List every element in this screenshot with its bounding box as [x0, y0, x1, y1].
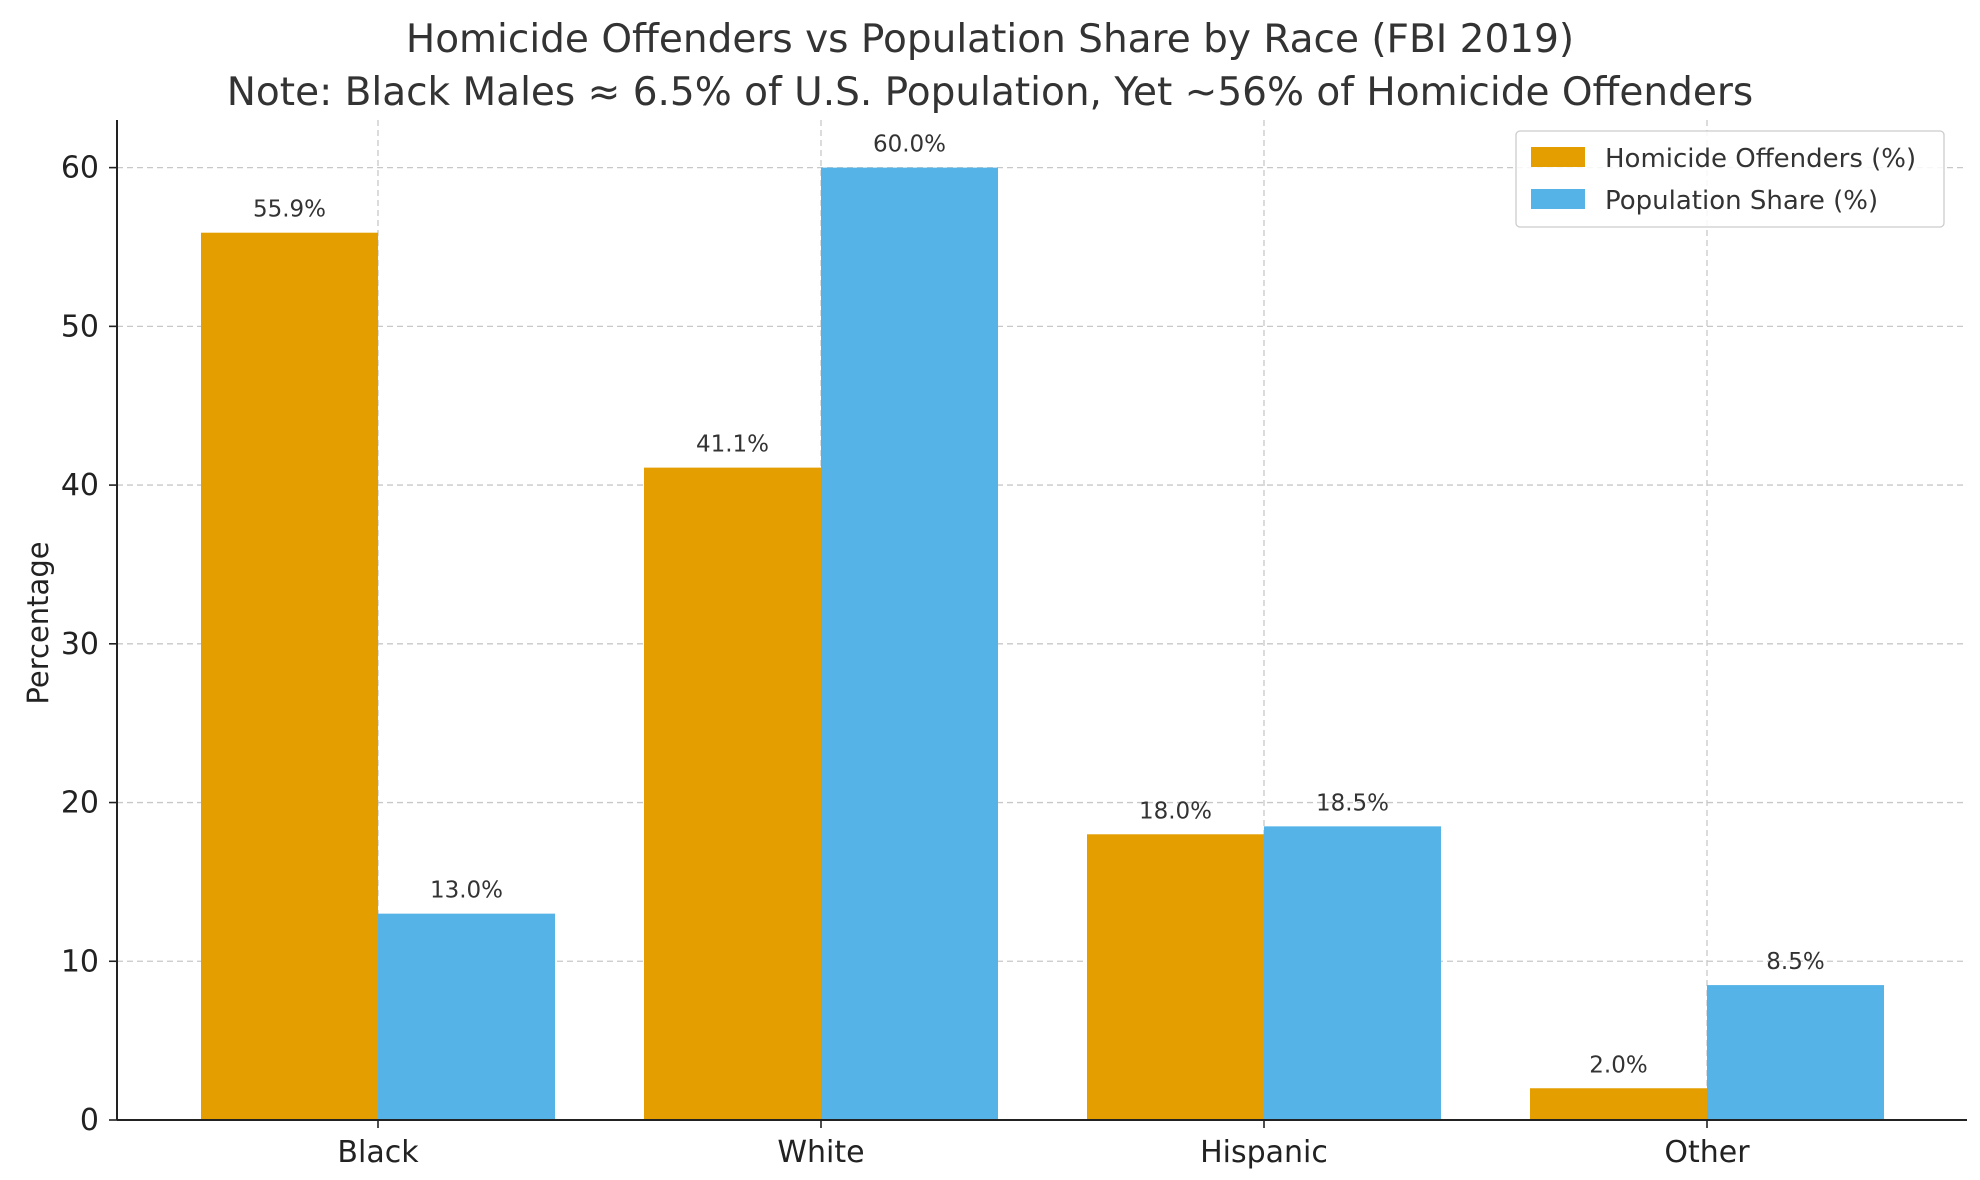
data-labels: 55.9% 41.1% 18.0% 2.0% 13.0% 60.0% 18.5% 8.5%: [253, 132, 1825, 1079]
legend-label-population-share: Population Share (%): [1605, 186, 1878, 216]
bar-homicide-offenders-other: [1530, 1088, 1707, 1120]
y-tick-label: 20: [61, 786, 99, 821]
legend-label-homicide-offenders: Homicide Offenders (%): [1605, 144, 1916, 174]
bars: [201, 167, 1884, 1121]
x-tick-label-hispanic: Hispanic: [1200, 1135, 1328, 1170]
bar-homicide-offenders-hispanic: [1087, 834, 1264, 1120]
y-tick-label: 30: [61, 627, 99, 662]
legend: Homicide Offenders (%) Population Share …: [1515, 130, 1945, 228]
x-tick-label-other: Other: [1664, 1135, 1750, 1170]
bar-population-share-other: [1707, 985, 1884, 1120]
legend-swatch-population-share: [1531, 189, 1585, 209]
x-tick-label-white: White: [777, 1135, 864, 1170]
y-tick-label: 50: [61, 309, 99, 344]
data-label-homicide-offenders-black: 55.9%: [253, 197, 326, 223]
data-label-homicide-offenders-white: 41.1%: [696, 432, 769, 458]
bar-population-share-hispanic: [1264, 826, 1441, 1120]
bar-homicide-offenders-white: [644, 467, 821, 1121]
tick-labels: 0 10 20 30 40 50 60 Black White Hispanic Other: [61, 151, 1750, 1170]
data-label-population-share-black: 13.0%: [430, 878, 503, 904]
data-label-population-share-other: 8.5%: [1766, 949, 1824, 975]
y-tick-label: 40: [61, 468, 99, 503]
bar-population-share-black: [378, 913, 555, 1120]
y-axis-label: Percentage: [21, 541, 55, 704]
data-label-homicide-offenders-hispanic: 18.0%: [1139, 798, 1212, 824]
bar-homicide-offenders-black: [201, 232, 378, 1120]
data-label-population-share-white: 60.0%: [873, 132, 946, 158]
data-label-homicide-offenders-other: 2.0%: [1589, 1052, 1647, 1078]
legend-swatch-homicide-offenders: [1531, 147, 1585, 167]
y-tick-label: 10: [61, 944, 99, 979]
chart-title-line-1: Homicide Offenders vs Population Share b…: [406, 17, 1574, 62]
chart-title-line-2: Note: Black Males ≈ 6.5% of U.S. Populat…: [227, 70, 1753, 115]
y-tick-label: 60: [61, 151, 99, 186]
axes: [109, 120, 1967, 1128]
bar-population-share-white: [821, 167, 998, 1121]
data-label-population-share-hispanic: 18.5%: [1316, 790, 1389, 816]
y-tick-label: 0: [80, 1103, 99, 1138]
legend-frame: [1515, 130, 1945, 228]
x-tick-label-black: Black: [337, 1135, 419, 1170]
